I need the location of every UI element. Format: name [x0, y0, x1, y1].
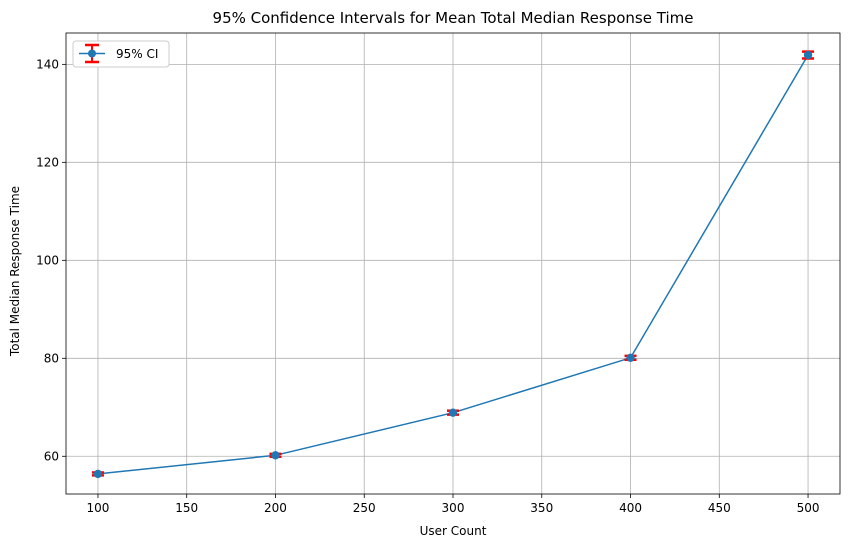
- data-point: [803, 50, 813, 60]
- series-layer: [91, 50, 815, 479]
- y-axis-label: Total Median Response Time: [8, 186, 22, 357]
- x-axis: 100 150 200 250 300 350 400 450 500: [87, 494, 820, 515]
- legend-box: [72, 40, 170, 68]
- legend-label: 95% CI: [116, 47, 158, 61]
- x-tick-label: 200: [264, 501, 287, 515]
- data-point: [626, 353, 635, 363]
- grid: [66, 33, 840, 494]
- y-tick-label: 100: [36, 253, 59, 267]
- y-tick-label: 80: [44, 351, 59, 365]
- x-tick-label: 500: [797, 501, 820, 515]
- y-axis: 60 80 100 120 140: [36, 57, 66, 463]
- data-point: [448, 408, 458, 417]
- x-tick-label: 250: [353, 501, 376, 515]
- y-tick-label: 60: [44, 449, 59, 463]
- x-tick-label: 150: [175, 501, 198, 515]
- y-tick-label: 140: [36, 57, 59, 71]
- legend-marker: [88, 49, 96, 58]
- x-tick-label: 350: [530, 501, 553, 515]
- legend: 95% CI: [72, 40, 170, 68]
- x-tick-label: 400: [619, 501, 642, 515]
- x-tick-label: 100: [87, 501, 110, 515]
- x-tick-label: 300: [442, 501, 465, 515]
- y-tick-label: 120: [36, 155, 59, 169]
- x-tick-label: 450: [708, 501, 731, 515]
- x-axis-label: User Count: [420, 524, 487, 538]
- data-point: [271, 451, 280, 460]
- data-point: [93, 469, 103, 479]
- chart-title: 95% Confidence Intervals for Mean Total …: [213, 9, 694, 27]
